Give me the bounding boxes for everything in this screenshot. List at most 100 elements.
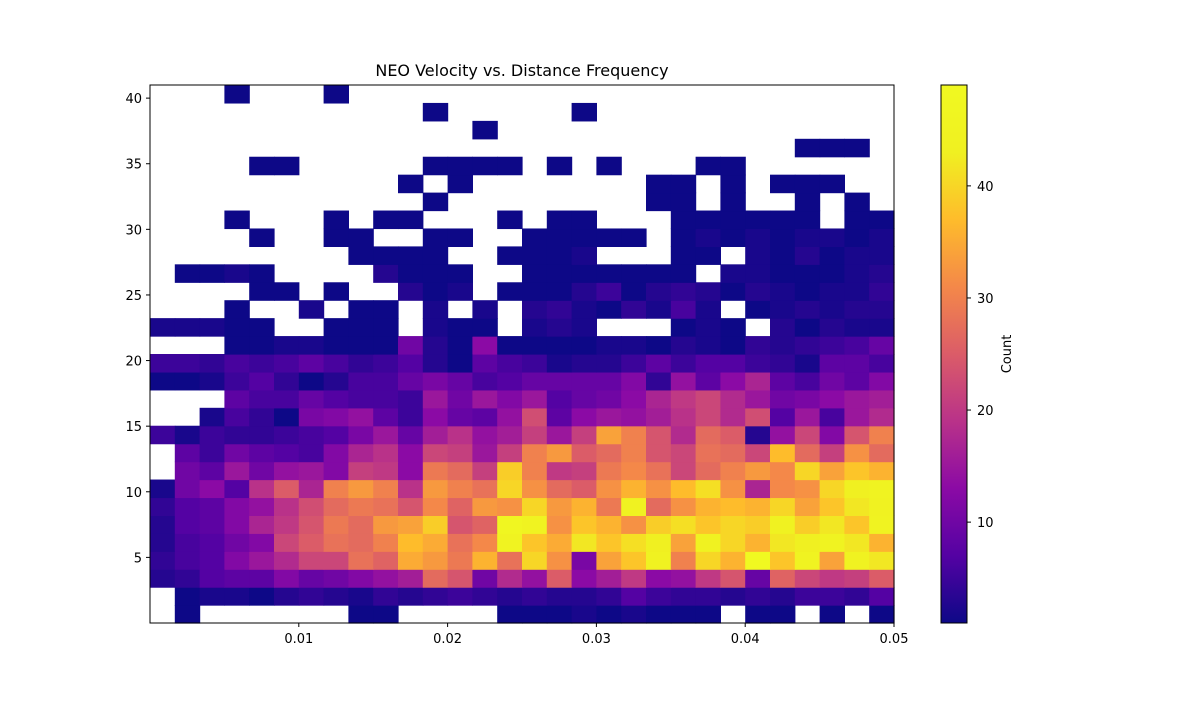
- heatmap-cell: [745, 479, 771, 499]
- heatmap-cell: [695, 479, 721, 499]
- heatmap-cell: [695, 246, 721, 265]
- heatmap-cell: [819, 371, 845, 391]
- heatmap-cell: [447, 425, 473, 445]
- heatmap-cell: [398, 246, 424, 265]
- heatmap-cell: [869, 497, 895, 516]
- heatmap-cell: [546, 336, 573, 355]
- heatmap-cell: [720, 192, 746, 212]
- heatmap-cell: [670, 228, 697, 247]
- heatmap-cell: [447, 533, 473, 552]
- colorbar-tick-label: 20: [977, 404, 994, 419]
- heatmap-cell: [398, 336, 424, 355]
- heatmap-cell: [546, 425, 573, 445]
- heatmap-cell: [298, 515, 325, 534]
- heatmap-cell: [497, 354, 523, 373]
- heatmap-cell: [472, 300, 498, 319]
- heatmap-cell: [249, 515, 275, 534]
- heatmap-cell: [224, 264, 250, 283]
- heatmap-cell: [224, 371, 250, 391]
- heatmap-cell: [546, 605, 573, 624]
- heatmap-cell: [695, 443, 721, 463]
- heatmap-cell: [695, 210, 721, 230]
- heatmap-cell: [794, 192, 821, 212]
- heatmap-cell: [249, 443, 275, 463]
- heatmap-cell: [323, 407, 349, 427]
- heatmap-cell: [720, 551, 746, 570]
- heatmap-cell: [670, 300, 697, 319]
- heatmap-cell: [646, 515, 672, 534]
- heatmap-cell: [298, 371, 325, 391]
- x-tick-label: 0.01: [284, 632, 313, 647]
- heatmap-cell: [819, 174, 845, 194]
- heatmap-cell: [298, 569, 325, 588]
- heatmap-cell: [323, 354, 349, 373]
- x-tick-label: 0.02: [433, 632, 462, 647]
- heatmap-cell: [869, 264, 895, 283]
- heatmap-cell: [621, 282, 647, 301]
- heatmap-cell: [422, 587, 449, 606]
- heatmap-cell: [621, 264, 647, 283]
- heatmap-cell: [819, 533, 845, 552]
- heatmap-cell: [720, 371, 746, 391]
- heatmap-cell: [249, 479, 275, 499]
- heatmap-cell: [398, 569, 424, 588]
- heatmap-cell: [398, 515, 424, 534]
- heatmap-cell: [770, 228, 796, 247]
- heatmap-cell: [546, 282, 573, 301]
- heatmap-cell: [844, 587, 870, 606]
- heatmap-cell: [398, 443, 424, 463]
- heatmap-cell: [720, 497, 746, 516]
- heatmap-cell: [770, 389, 796, 409]
- heatmap-cell: [298, 497, 325, 516]
- heatmap-cell: [869, 587, 895, 606]
- heatmap-cell: [150, 515, 176, 534]
- heatmap-cell: [472, 461, 498, 481]
- heatmap-cell: [844, 479, 870, 499]
- heatmap-cell: [571, 371, 597, 391]
- heatmap-cell: [621, 407, 647, 427]
- heatmap-cell: [323, 587, 349, 606]
- heatmap-cell: [745, 371, 771, 391]
- heatmap-cell: [224, 300, 250, 319]
- heatmap-cell: [819, 246, 845, 265]
- heatmap-cell: [596, 497, 622, 516]
- heatmap-cell: [621, 389, 647, 409]
- heatmap-cell: [472, 569, 498, 588]
- heatmap-cell: [174, 533, 201, 552]
- heatmap-cell: [794, 371, 821, 391]
- heatmap-cell: [844, 443, 870, 463]
- heatmap-cell: [670, 246, 697, 265]
- heatmap-cell: [274, 425, 300, 445]
- heatmap-cell: [794, 551, 821, 570]
- heatmap-cell: [844, 461, 870, 481]
- heatmap-cell: [571, 210, 597, 230]
- heatmap-cell: [571, 407, 597, 427]
- heatmap-cell: [224, 389, 250, 409]
- heatmap-cell: [745, 533, 771, 552]
- heatmap-cell: [447, 443, 473, 463]
- heatmap-cell: [844, 407, 870, 427]
- heatmap-cell: [323, 533, 349, 552]
- heatmap-cell: [621, 605, 647, 624]
- heatmap-cell: [522, 371, 548, 391]
- heatmap-cell: [819, 264, 845, 283]
- heatmap-cell: [199, 425, 225, 445]
- heatmap-cell: [819, 569, 845, 588]
- heatmap-cell: [249, 461, 275, 481]
- heatmap-cell: [348, 389, 374, 409]
- heatmap-cell: [398, 371, 424, 391]
- heatmap-cell: [670, 551, 697, 570]
- heatmap-cell: [546, 479, 573, 499]
- heatmap-cell: [695, 318, 721, 337]
- heatmap-cell: [522, 264, 548, 283]
- heatmap-cell: [770, 425, 796, 445]
- heatmap-cell: [794, 354, 821, 373]
- heatmap-cell: [571, 587, 597, 606]
- heatmap-cell: [348, 371, 374, 391]
- heatmap-cell: [224, 533, 250, 552]
- heatmap-cell: [199, 479, 225, 499]
- heatmap-cell: [348, 587, 374, 606]
- heatmap-cell: [869, 300, 895, 319]
- heatmap-cell: [670, 479, 697, 499]
- heatmap-cell: [869, 515, 895, 534]
